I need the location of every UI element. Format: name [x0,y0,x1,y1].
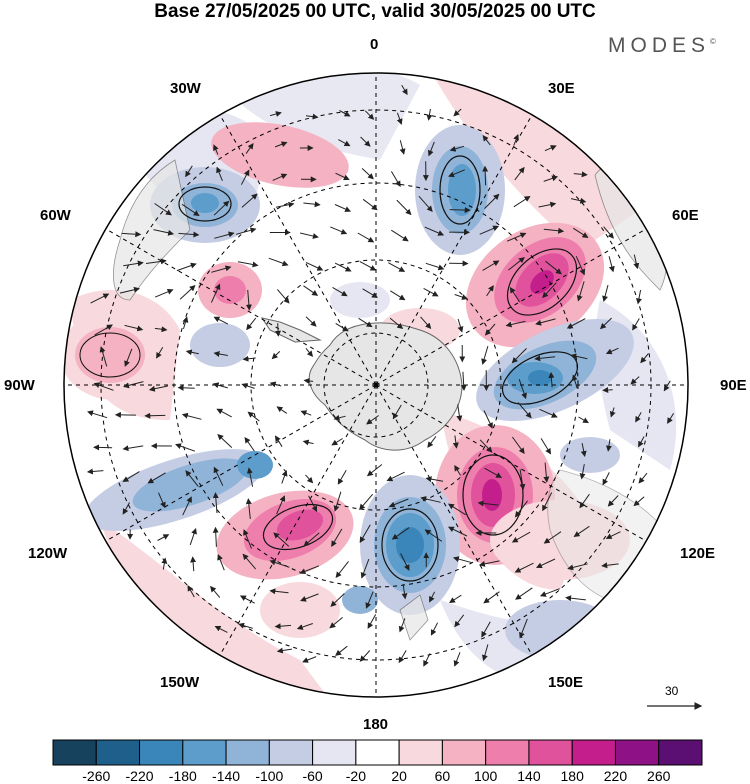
colorbar-tick-label: 220 [604,768,627,784]
lon-label-30e: 30E [548,80,575,97]
colorbar-swatch [269,740,312,765]
wind-arrow [179,388,195,389]
colorbar-swatch [572,740,615,765]
lon-label-150e: 150E [548,674,583,691]
wind-arrow [450,210,470,211]
colorbar-tick-label: 260 [647,768,670,784]
colorbar-swatch [356,740,399,765]
colorbar-tick-label: 100 [474,768,497,784]
lon-label-120w: 120W [28,545,67,562]
wind-arrow [278,323,279,336]
colorbar-swatch [399,740,442,765]
colorbar-swatch [96,740,139,765]
colorbar-tick-label: 180 [561,768,584,784]
colorbar-tick-label: 20 [391,768,407,784]
colorbar-tick-label: -260 [82,768,110,784]
colorbar-tick-label: -60 [302,768,322,784]
colorbar-tick-label: -140 [212,768,240,784]
colorbar-swatch [53,740,96,765]
colorbar-tick-label: -180 [169,768,197,784]
lon-label-60e: 60E [672,207,699,224]
lon-label-60w: 60W [40,207,71,224]
colorbar-swatch [226,740,269,765]
colorbar-swatch [529,740,572,765]
colorbar-tick-label: -20 [346,768,366,784]
colorbar-swatch [486,740,529,765]
lon-label-150w: 150W [160,674,199,691]
wind-arrow [603,390,613,391]
lon-label-90e: 90E [720,377,747,394]
lon-label-30w: 30W [170,80,201,97]
vector-scale-label: 30 [665,684,678,698]
colorbar-swatch [442,740,485,765]
colorbar-tick-label: 60 [435,768,451,784]
colorbar [53,740,702,765]
colorbar-tick-label: -100 [255,768,283,784]
colorbar-swatch [615,740,658,765]
lon-label-90w: 90W [4,377,35,394]
colorbar-swatch [659,740,702,765]
colorbar-swatch [313,740,356,765]
lon-label-180: 180 [363,716,388,733]
lon-label-120e: 120E [680,545,715,562]
colorbar-swatch [140,740,183,765]
lon-label-0: 0 [370,36,378,53]
wind-arrow [145,415,165,416]
wind-arrow [485,167,486,186]
colorbar-swatch [183,740,226,765]
colorbar-tick-label: -220 [126,768,154,784]
colorbar-tick-label: 140 [517,768,540,784]
